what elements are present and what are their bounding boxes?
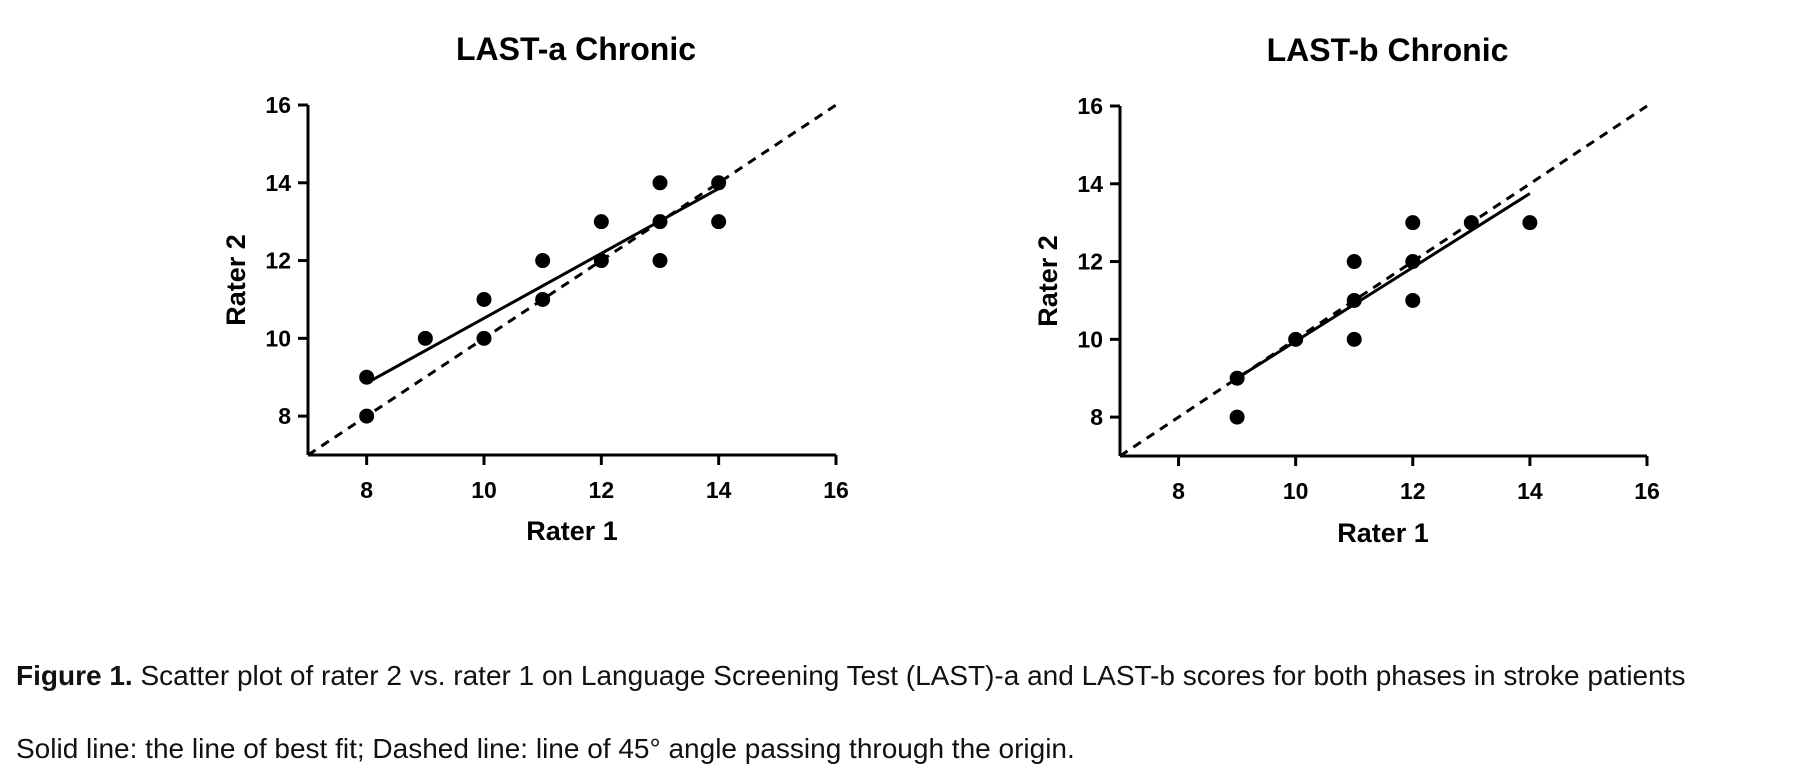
y-tick-label: 10 [265,325,291,351]
data-point [1405,292,1421,308]
x-axis-label: Rater 1 [526,516,618,546]
figure-caption-label: Figure 1. [16,660,133,691]
chart-title: LAST-b Chronic [1267,32,1509,68]
data-point [1346,331,1362,347]
x-tick-label: 10 [471,477,497,503]
x-tick-label: 8 [360,477,373,503]
chart-last-a: LAST-a Chronic 8 10 12 14 16 8 10 12 14 16 Rater 1 R… [221,31,849,546]
x-tick-label: 16 [823,477,849,503]
data-point [359,369,375,385]
x-tick-label: 8 [1172,478,1185,504]
figure-caption-text: Scatter plot of rater 2 vs. rater 1 on L… [132,660,1686,691]
x-tick-label: 16 [1634,478,1660,504]
x-tick-label: 14 [1517,478,1543,504]
y-tick-label: 16 [265,92,291,118]
data-point [1463,215,1479,231]
data-point [1346,292,1362,308]
charts-area: LAST-a Chronic 8 10 12 14 16 8 10 12 14 16 Rater 1 R… [221,31,1660,548]
x-tick-label: 14 [706,477,732,503]
data-point [711,214,727,230]
data-point [535,253,551,269]
data-point [593,214,609,230]
x-tick-label: 12 [589,477,615,503]
y-tick-label: 12 [265,248,291,274]
y-tick-label: 12 [1077,249,1103,275]
data-point [652,214,668,230]
data-point [417,330,433,346]
data-point [1346,254,1362,270]
y-axis-label: Rater 2 [221,234,251,326]
data-point [359,408,375,424]
data-point [535,291,551,307]
data-point [1288,331,1304,347]
x-axis-label: Rater 1 [1337,518,1429,548]
data-point [1522,215,1538,231]
figure-caption: Figure 1. Scatter plot of rater 2 vs. ra… [16,660,1685,692]
data-point [1405,254,1421,270]
chart-title: LAST-a Chronic [456,31,696,67]
y-tick-label: 16 [1077,93,1103,119]
data-point [476,330,492,346]
y-tick-label: 8 [1090,404,1103,430]
data-point [652,253,668,269]
data-point [593,253,609,269]
identity-line [1119,104,1648,458]
y-tick-label: 14 [265,170,291,196]
x-tick-label: 12 [1400,478,1426,504]
chart-last-b: LAST-b Chronic 8 10 12 14 16 8 10 12 14 16 Rater 1 R… [1033,32,1660,548]
data-point [711,175,727,191]
y-tick-label: 14 [1077,171,1103,197]
best-fit-line [1236,192,1531,380]
x-tick-label: 10 [1283,478,1309,504]
identity-line [307,103,837,457]
data-point [476,291,492,307]
y-tick-label: 8 [278,403,291,429]
figure-caption-note: Solid line: the line of best fit; Dashed… [16,733,1075,764]
y-tick-label: 10 [1077,326,1103,352]
data-point [1229,370,1245,386]
data-point [1405,215,1421,231]
data-point [1229,409,1245,425]
y-axis-label: Rater 2 [1033,235,1063,327]
data-point [652,175,668,191]
